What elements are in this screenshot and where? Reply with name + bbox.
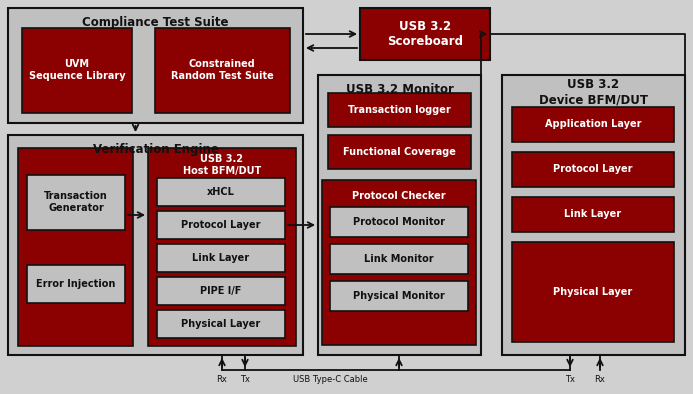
Text: xHCL: xHCL (207, 187, 235, 197)
Text: Protocol Checker: Protocol Checker (352, 191, 446, 201)
Text: Link Monitor: Link Monitor (365, 254, 434, 264)
Text: Protocol Layer: Protocol Layer (182, 220, 261, 230)
Bar (330, 244, 468, 274)
Text: Physical Layer: Physical Layer (554, 287, 633, 297)
Bar (360, 8, 490, 60)
Bar (157, 310, 285, 338)
Text: USB 3.2
Host BFM/DUT: USB 3.2 Host BFM/DUT (183, 154, 261, 176)
Bar (322, 180, 476, 345)
Text: USB 3.2
Device BFM/DUT: USB 3.2 Device BFM/DUT (539, 78, 648, 106)
Text: Link Layer: Link Layer (564, 209, 622, 219)
Bar (157, 178, 285, 206)
Text: Protocol Monitor: Protocol Monitor (353, 217, 445, 227)
Bar (502, 75, 685, 355)
Bar (512, 197, 674, 232)
Bar (328, 93, 471, 127)
Bar (330, 281, 468, 311)
Text: Physical Monitor: Physical Monitor (353, 291, 445, 301)
Text: Verification Engine: Verification Engine (93, 143, 218, 156)
Bar (18, 148, 133, 346)
Bar (27, 175, 125, 230)
Text: UVM
Sequence Library: UVM Sequence Library (28, 59, 125, 81)
Text: Tx: Tx (240, 375, 250, 385)
Bar (512, 242, 674, 342)
Bar (328, 135, 471, 169)
Text: Constrained
Random Test Suite: Constrained Random Test Suite (170, 59, 273, 81)
Text: USB 3.2
Scoreboard: USB 3.2 Scoreboard (387, 20, 463, 48)
Bar (8, 135, 303, 355)
Text: USB 3.2 Monitor: USB 3.2 Monitor (346, 82, 453, 95)
Text: Rx: Rx (216, 375, 227, 385)
Text: PIPE I/F: PIPE I/F (200, 286, 242, 296)
Text: Rx: Rx (595, 375, 606, 385)
Text: Protocol Layer: Protocol Layer (553, 164, 633, 174)
Bar (157, 277, 285, 305)
Bar (512, 107, 674, 142)
Bar (318, 75, 481, 355)
Bar (8, 8, 303, 123)
Bar (27, 265, 125, 303)
Text: Error Injection: Error Injection (36, 279, 116, 289)
Text: Compliance Test Suite: Compliance Test Suite (82, 15, 229, 28)
Text: Transaction
Generator: Transaction Generator (44, 191, 108, 213)
Bar (155, 28, 290, 113)
Text: Link Layer: Link Layer (193, 253, 249, 263)
Text: Transaction logger: Transaction logger (348, 105, 450, 115)
Text: Functional Coverage: Functional Coverage (342, 147, 455, 157)
Text: Application Layer: Application Layer (545, 119, 641, 129)
Text: Tx: Tx (565, 375, 575, 385)
Bar (330, 207, 468, 237)
Bar (22, 28, 132, 113)
Text: USB Type-C Cable: USB Type-C Cable (292, 375, 367, 385)
Bar (157, 244, 285, 272)
Bar (512, 152, 674, 187)
Bar (157, 211, 285, 239)
Text: Physical Layer: Physical Layer (182, 319, 261, 329)
Bar (148, 148, 296, 346)
